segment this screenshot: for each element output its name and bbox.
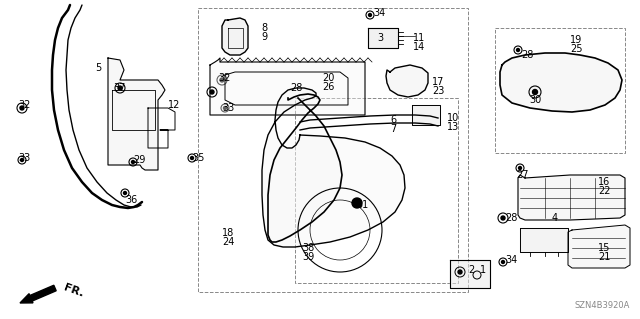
Text: FR.: FR. (62, 283, 84, 299)
Circle shape (223, 107, 227, 109)
Circle shape (369, 13, 371, 17)
Text: 20: 20 (322, 73, 334, 83)
Polygon shape (500, 53, 622, 112)
Circle shape (118, 86, 122, 90)
Text: 27: 27 (516, 170, 529, 180)
Circle shape (20, 106, 24, 110)
Text: 17: 17 (432, 77, 444, 87)
Text: 1: 1 (480, 265, 486, 275)
Text: 4: 4 (552, 213, 558, 223)
Text: 23: 23 (432, 86, 444, 96)
Polygon shape (268, 94, 342, 242)
Text: 15: 15 (598, 243, 611, 253)
Polygon shape (386, 65, 428, 97)
Circle shape (220, 78, 224, 82)
Circle shape (516, 48, 520, 51)
Polygon shape (262, 88, 405, 247)
Text: 26: 26 (322, 82, 334, 92)
Text: 32: 32 (218, 73, 230, 83)
Text: 25: 25 (570, 44, 582, 54)
Text: 9: 9 (261, 32, 267, 42)
Text: 21: 21 (598, 252, 611, 262)
Polygon shape (520, 228, 568, 252)
Text: 34: 34 (373, 8, 385, 18)
Circle shape (532, 90, 538, 94)
Polygon shape (368, 28, 398, 48)
Polygon shape (222, 18, 248, 55)
Polygon shape (108, 58, 165, 170)
Text: 5: 5 (95, 63, 101, 73)
Text: 35: 35 (192, 153, 204, 163)
Text: 38: 38 (302, 243, 314, 253)
Circle shape (352, 198, 362, 208)
Text: 28: 28 (290, 83, 302, 93)
Text: 2: 2 (468, 265, 474, 275)
Circle shape (210, 90, 214, 94)
Polygon shape (518, 175, 625, 220)
Text: 13: 13 (447, 122, 460, 132)
Text: 7: 7 (390, 124, 396, 134)
Circle shape (518, 167, 522, 169)
Text: 11: 11 (413, 33, 425, 43)
Text: 32: 32 (18, 100, 30, 110)
Circle shape (131, 160, 134, 164)
Text: 28: 28 (521, 50, 533, 60)
Circle shape (20, 159, 24, 161)
Text: 12: 12 (168, 100, 180, 110)
Text: 18: 18 (222, 228, 234, 238)
Text: 33: 33 (18, 153, 30, 163)
Polygon shape (210, 58, 365, 115)
Text: 30: 30 (529, 95, 541, 105)
Text: 6: 6 (390, 115, 396, 125)
Text: 28: 28 (505, 213, 517, 223)
Circle shape (502, 261, 504, 263)
Text: 34: 34 (505, 255, 517, 265)
Bar (295, 98, 458, 283)
Text: 3: 3 (377, 33, 383, 43)
Circle shape (458, 270, 462, 274)
Text: 19: 19 (570, 35, 582, 45)
Text: 37: 37 (113, 83, 125, 93)
Circle shape (191, 157, 193, 160)
Text: 39: 39 (302, 252, 314, 262)
FancyArrow shape (20, 285, 56, 303)
Text: 14: 14 (413, 42, 425, 52)
Circle shape (501, 216, 505, 220)
Text: SZN4B3920A: SZN4B3920A (575, 301, 630, 310)
Text: 24: 24 (222, 237, 234, 247)
Text: 8: 8 (261, 23, 267, 33)
Text: 36: 36 (125, 195, 137, 205)
Bar (198, 8, 468, 292)
Circle shape (124, 191, 127, 195)
Polygon shape (568, 225, 630, 268)
Text: 29: 29 (133, 155, 145, 165)
Polygon shape (450, 260, 490, 288)
Bar (495, 28, 625, 153)
Text: 10: 10 (447, 113, 460, 123)
Polygon shape (412, 105, 440, 125)
Text: 31: 31 (356, 200, 368, 210)
Text: 33: 33 (222, 103, 234, 113)
Text: 22: 22 (598, 186, 611, 196)
Text: 16: 16 (598, 177, 611, 187)
